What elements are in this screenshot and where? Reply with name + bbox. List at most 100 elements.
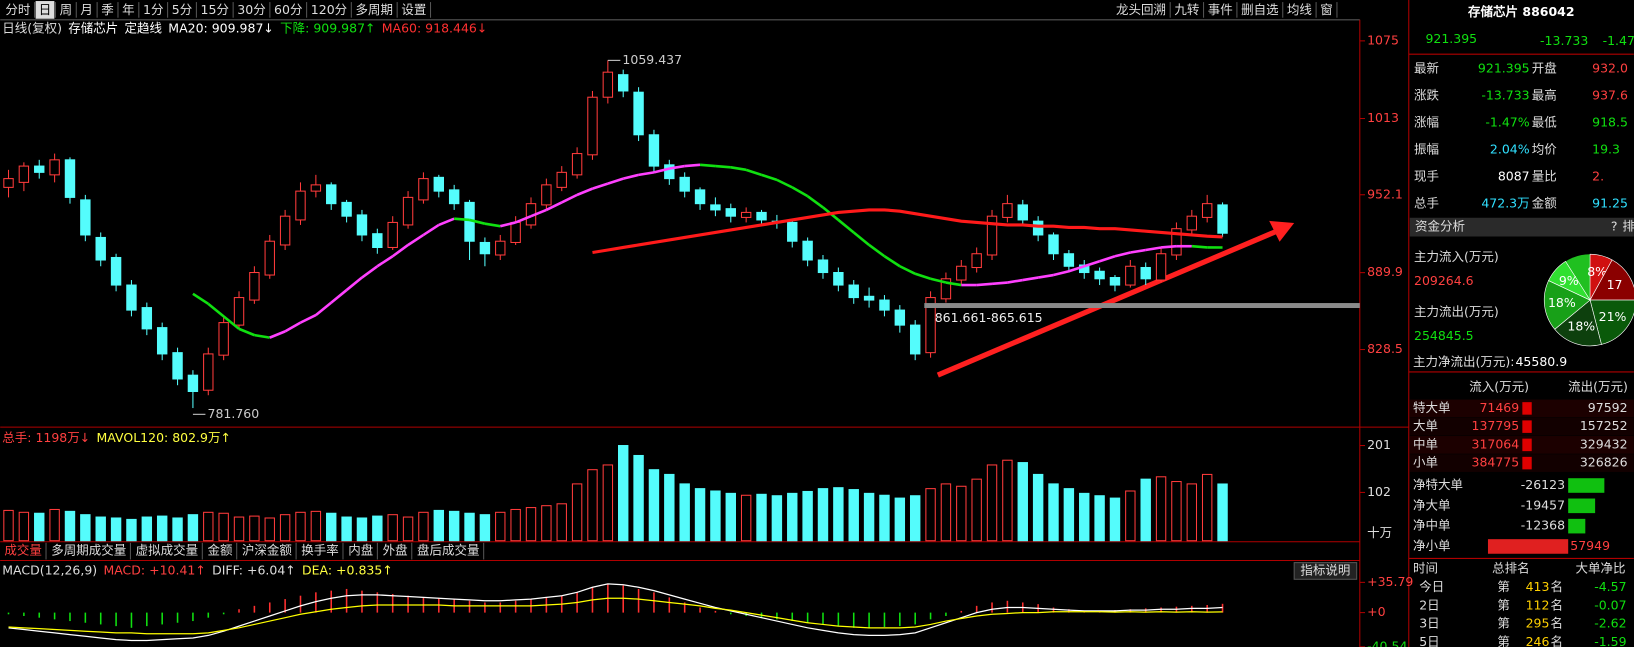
rank-prefix: 第	[1497, 616, 1510, 631]
section-header	[1409, 217, 1634, 237]
ma20-segment	[576, 187, 593, 197]
candle-body	[1017, 204, 1028, 221]
help-button-label[interactable]: 指标说明	[1300, 562, 1350, 577]
volume-bar	[710, 490, 721, 542]
quote-value: -13.733	[1481, 87, 1529, 102]
volume-bar	[833, 487, 844, 542]
rank-number: 295	[1526, 616, 1550, 631]
indicator-header: 定趋线	[125, 21, 163, 36]
net-label: 主力净流出(万元):	[1413, 354, 1514, 369]
ma20-segment	[407, 233, 425, 247]
net-bar	[1568, 518, 1586, 534]
candle-body	[18, 165, 30, 183]
ma20-segment	[592, 182, 609, 190]
candle-body	[203, 353, 214, 391]
indicator-tab[interactable]: 内盘	[348, 543, 373, 558]
volume-bar	[648, 469, 660, 542]
candle-body	[909, 324, 921, 355]
volume-bar	[233, 516, 245, 542]
pie-slice	[1543, 280, 1591, 330]
toolbar-button[interactable]: 窗	[1320, 2, 1333, 17]
quote-value: 932.0	[1592, 60, 1628, 75]
inflow-swatch	[1522, 402, 1532, 415]
volume-bar	[956, 485, 967, 542]
indicator-tab[interactable]: 虚拟成交量	[136, 543, 199, 558]
quote-pct: -1.47	[1603, 33, 1634, 48]
indicator-tab[interactable]: 换手率	[301, 543, 339, 558]
ma20-segment	[883, 255, 901, 268]
ma20-segment	[207, 302, 225, 318]
help-icon[interactable]: ?	[1611, 219, 1618, 234]
volume-bar	[341, 516, 352, 542]
ma20-segment	[1068, 265, 1085, 273]
candle-body	[356, 214, 368, 236]
volume-bar	[387, 514, 398, 542]
table-header: 流入(万元)	[1469, 379, 1529, 394]
volume-bar	[95, 516, 106, 542]
quote-value: 937.6	[1592, 87, 1628, 102]
toolbar-button[interactable]: 九转	[1174, 2, 1199, 17]
candle-body	[433, 176, 445, 192]
candle-body	[110, 256, 122, 286]
volume-bar	[664, 473, 675, 542]
candle-body	[34, 165, 45, 173]
volume-bar	[356, 517, 368, 542]
inflow-cell: 71469	[1479, 400, 1519, 415]
rank-prefix: 第	[1497, 634, 1510, 647]
net-bar	[1487, 539, 1569, 554]
volume-bar	[909, 495, 921, 542]
candle-body	[295, 190, 306, 221]
ma20-segment	[561, 193, 578, 204]
indicator-tab[interactable]: 外盘	[383, 543, 408, 558]
ma20-segment	[484, 222, 501, 228]
row-label: 净小单	[1413, 538, 1451, 553]
net-cell: -26123	[1521, 477, 1565, 492]
toolbar-tab: 5分	[172, 2, 192, 17]
toolbar-tab: 120分	[311, 2, 347, 17]
volume-bar	[433, 509, 445, 542]
candle-body	[725, 208, 736, 217]
rank-number: 246	[1526, 634, 1550, 647]
toolbar-button[interactable]: 删自选	[1241, 2, 1279, 17]
rank-suffix: 名	[1550, 597, 1563, 612]
ma20-segment	[715, 164, 731, 169]
macd-header: DEA: +0.835↑	[302, 562, 393, 577]
outflow-cell: 329432	[1580, 436, 1628, 451]
rank-suffix: 名	[1550, 634, 1563, 647]
rank-period: 3日	[1419, 616, 1439, 631]
indicator-header: 日线(复权)	[2, 21, 62, 36]
y-tick-label: 1013	[1367, 110, 1399, 125]
volume-bar	[479, 514, 491, 542]
volume-bar	[694, 488, 706, 542]
macd-header: DIFF: +6.04↑	[212, 562, 296, 577]
volume-bar	[1186, 483, 1198, 542]
volume-bar	[541, 505, 552, 542]
table-header: 总排名	[1492, 560, 1530, 575]
candle-body	[80, 199, 91, 236]
volume-bar	[402, 516, 414, 542]
volume-bar	[571, 483, 583, 542]
indicator-tab[interactable]: 盘后成交量	[417, 543, 480, 558]
candle-body	[249, 272, 260, 301]
quote-value: 472.3万	[1481, 196, 1529, 211]
volume-bar	[126, 518, 137, 542]
ma20-segment	[1083, 260, 1101, 268]
toolbar-button[interactable]: 均线	[1287, 2, 1312, 17]
y-tick-label: 201	[1367, 437, 1391, 452]
y-tick-label: -40.54	[1367, 638, 1407, 647]
candle-body	[817, 259, 829, 274]
rank-button[interactable]: 排	[1622, 219, 1634, 234]
support-label: 861.661-865.615	[935, 310, 1043, 325]
indicator-tab[interactable]: 成交量	[4, 543, 42, 558]
candle-body	[341, 201, 352, 217]
toolbar-button[interactable]: 龙头回溯	[1116, 2, 1166, 17]
candle-body	[618, 74, 629, 92]
volume-bar	[49, 508, 60, 542]
volume-header: MAVOL120: 802.9万↑	[96, 430, 230, 445]
toolbar-button[interactable]: 事件	[1208, 2, 1233, 17]
indicator-tab[interactable]: 沪深金额	[242, 543, 293, 558]
indicator-tab[interactable]: 多周期成交量	[51, 543, 126, 558]
net-cell: 57949	[1570, 538, 1610, 553]
ma20-segment	[1053, 270, 1070, 277]
indicator-tab[interactable]: 金额	[208, 543, 234, 558]
